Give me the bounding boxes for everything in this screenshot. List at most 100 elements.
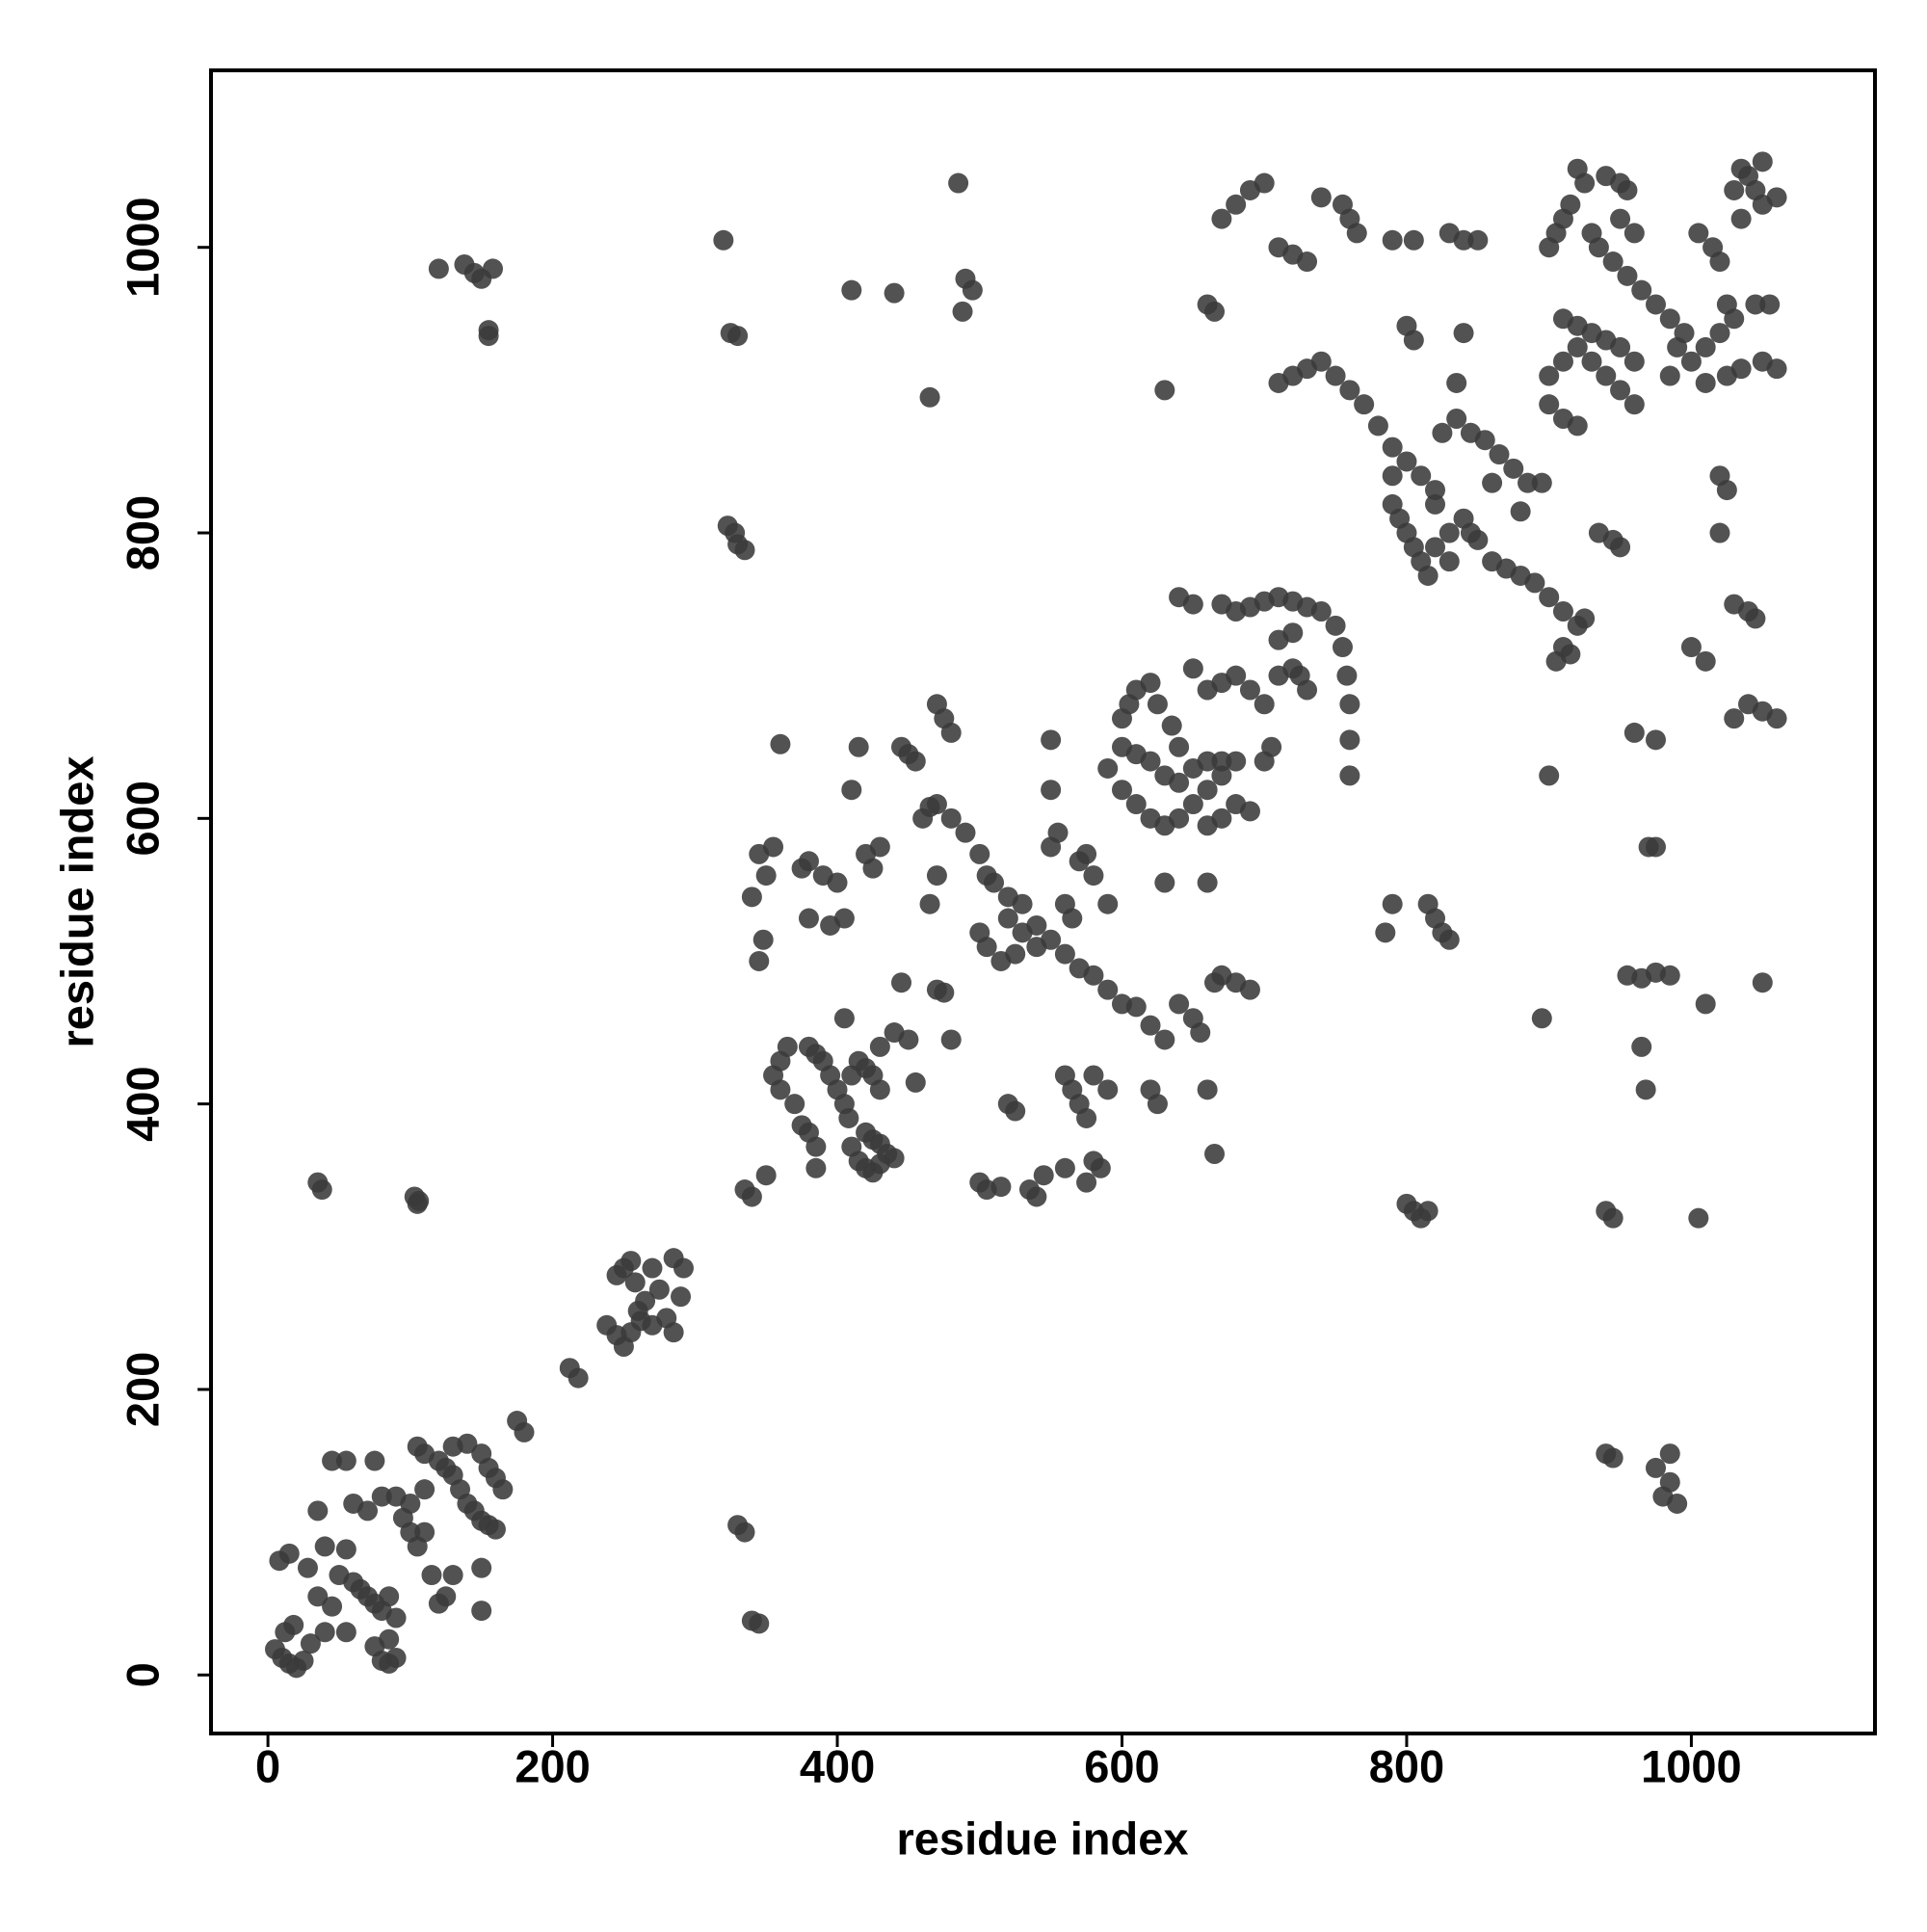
point [898, 1029, 919, 1050]
point [1211, 208, 1232, 229]
point [820, 914, 841, 936]
point [1752, 972, 1773, 993]
point [1026, 1186, 1047, 1207]
point [1339, 729, 1360, 751]
point [869, 1079, 890, 1100]
point [848, 736, 869, 757]
point [741, 1186, 762, 1207]
point [1182, 794, 1203, 815]
point [1631, 1036, 1652, 1057]
point [1169, 993, 1190, 1015]
point [1382, 229, 1403, 251]
point [1325, 365, 1346, 386]
point [1375, 922, 1396, 943]
point [1339, 694, 1360, 715]
point [1709, 251, 1730, 273]
point [905, 751, 926, 772]
point [1539, 587, 1560, 608]
point [990, 1177, 1012, 1198]
point [414, 1522, 436, 1543]
point [436, 1586, 457, 1607]
plot-frame [209, 68, 1877, 1735]
point [1310, 187, 1332, 208]
point [1688, 223, 1709, 244]
point [1367, 415, 1388, 437]
point [1154, 380, 1175, 401]
point [734, 540, 755, 561]
point [1339, 380, 1360, 401]
point [335, 1622, 356, 1643]
point [1090, 1157, 1111, 1178]
point [1169, 736, 1190, 757]
point [568, 1367, 589, 1389]
point [1197, 1079, 1218, 1100]
x-tick-label: 1000 [1641, 1740, 1742, 1791]
point [955, 822, 976, 843]
x-tick-label: 400 [800, 1740, 875, 1791]
point [749, 1613, 770, 1634]
point [1125, 794, 1147, 815]
point [1617, 179, 1638, 200]
point [1531, 472, 1552, 493]
point [997, 908, 1018, 929]
x-tick-label: 0 [255, 1740, 280, 1791]
point [1261, 736, 1282, 757]
point [1659, 308, 1680, 330]
point [1005, 943, 1026, 965]
point [1610, 208, 1631, 229]
point [1574, 608, 1596, 629]
point [940, 1029, 962, 1050]
point [1062, 908, 1083, 929]
point [1645, 1457, 1666, 1478]
point [1282, 622, 1304, 644]
point [934, 982, 955, 1003]
point [1211, 807, 1232, 829]
point [948, 172, 969, 194]
point [673, 1257, 694, 1279]
point [1695, 993, 1716, 1015]
y-tick-label: 400 [117, 1066, 168, 1141]
point [335, 1539, 356, 1560]
point [869, 836, 890, 858]
point [869, 1036, 890, 1057]
point [1411, 465, 1432, 487]
point [293, 1650, 314, 1671]
point [1623, 223, 1645, 244]
point [1659, 1443, 1680, 1465]
point [1645, 294, 1666, 315]
point [919, 893, 940, 914]
point [322, 1596, 343, 1617]
point [1417, 565, 1439, 586]
point [784, 1094, 805, 1115]
point [307, 1586, 329, 1607]
point [1539, 394, 1560, 415]
point [1674, 323, 1695, 344]
point [442, 1565, 463, 1586]
point [1574, 172, 1596, 194]
point [841, 780, 862, 801]
point [1012, 893, 1033, 914]
point [1766, 708, 1787, 729]
point [1161, 715, 1182, 736]
point [1041, 780, 1062, 801]
point [483, 258, 504, 279]
point [1239, 801, 1260, 822]
point [962, 279, 983, 301]
point [311, 1179, 332, 1201]
point [798, 851, 819, 872]
point [1680, 637, 1702, 658]
point [1226, 665, 1247, 686]
point [752, 929, 774, 950]
point [297, 1557, 318, 1578]
point [1482, 472, 1503, 493]
point [833, 1008, 855, 1029]
point [1403, 330, 1424, 351]
point [1354, 394, 1375, 415]
point [635, 1290, 656, 1311]
point [869, 1133, 890, 1154]
point [620, 1251, 642, 1272]
point [1467, 529, 1489, 550]
point [1531, 1008, 1552, 1029]
point [1076, 1172, 1097, 1193]
point [1552, 601, 1573, 622]
